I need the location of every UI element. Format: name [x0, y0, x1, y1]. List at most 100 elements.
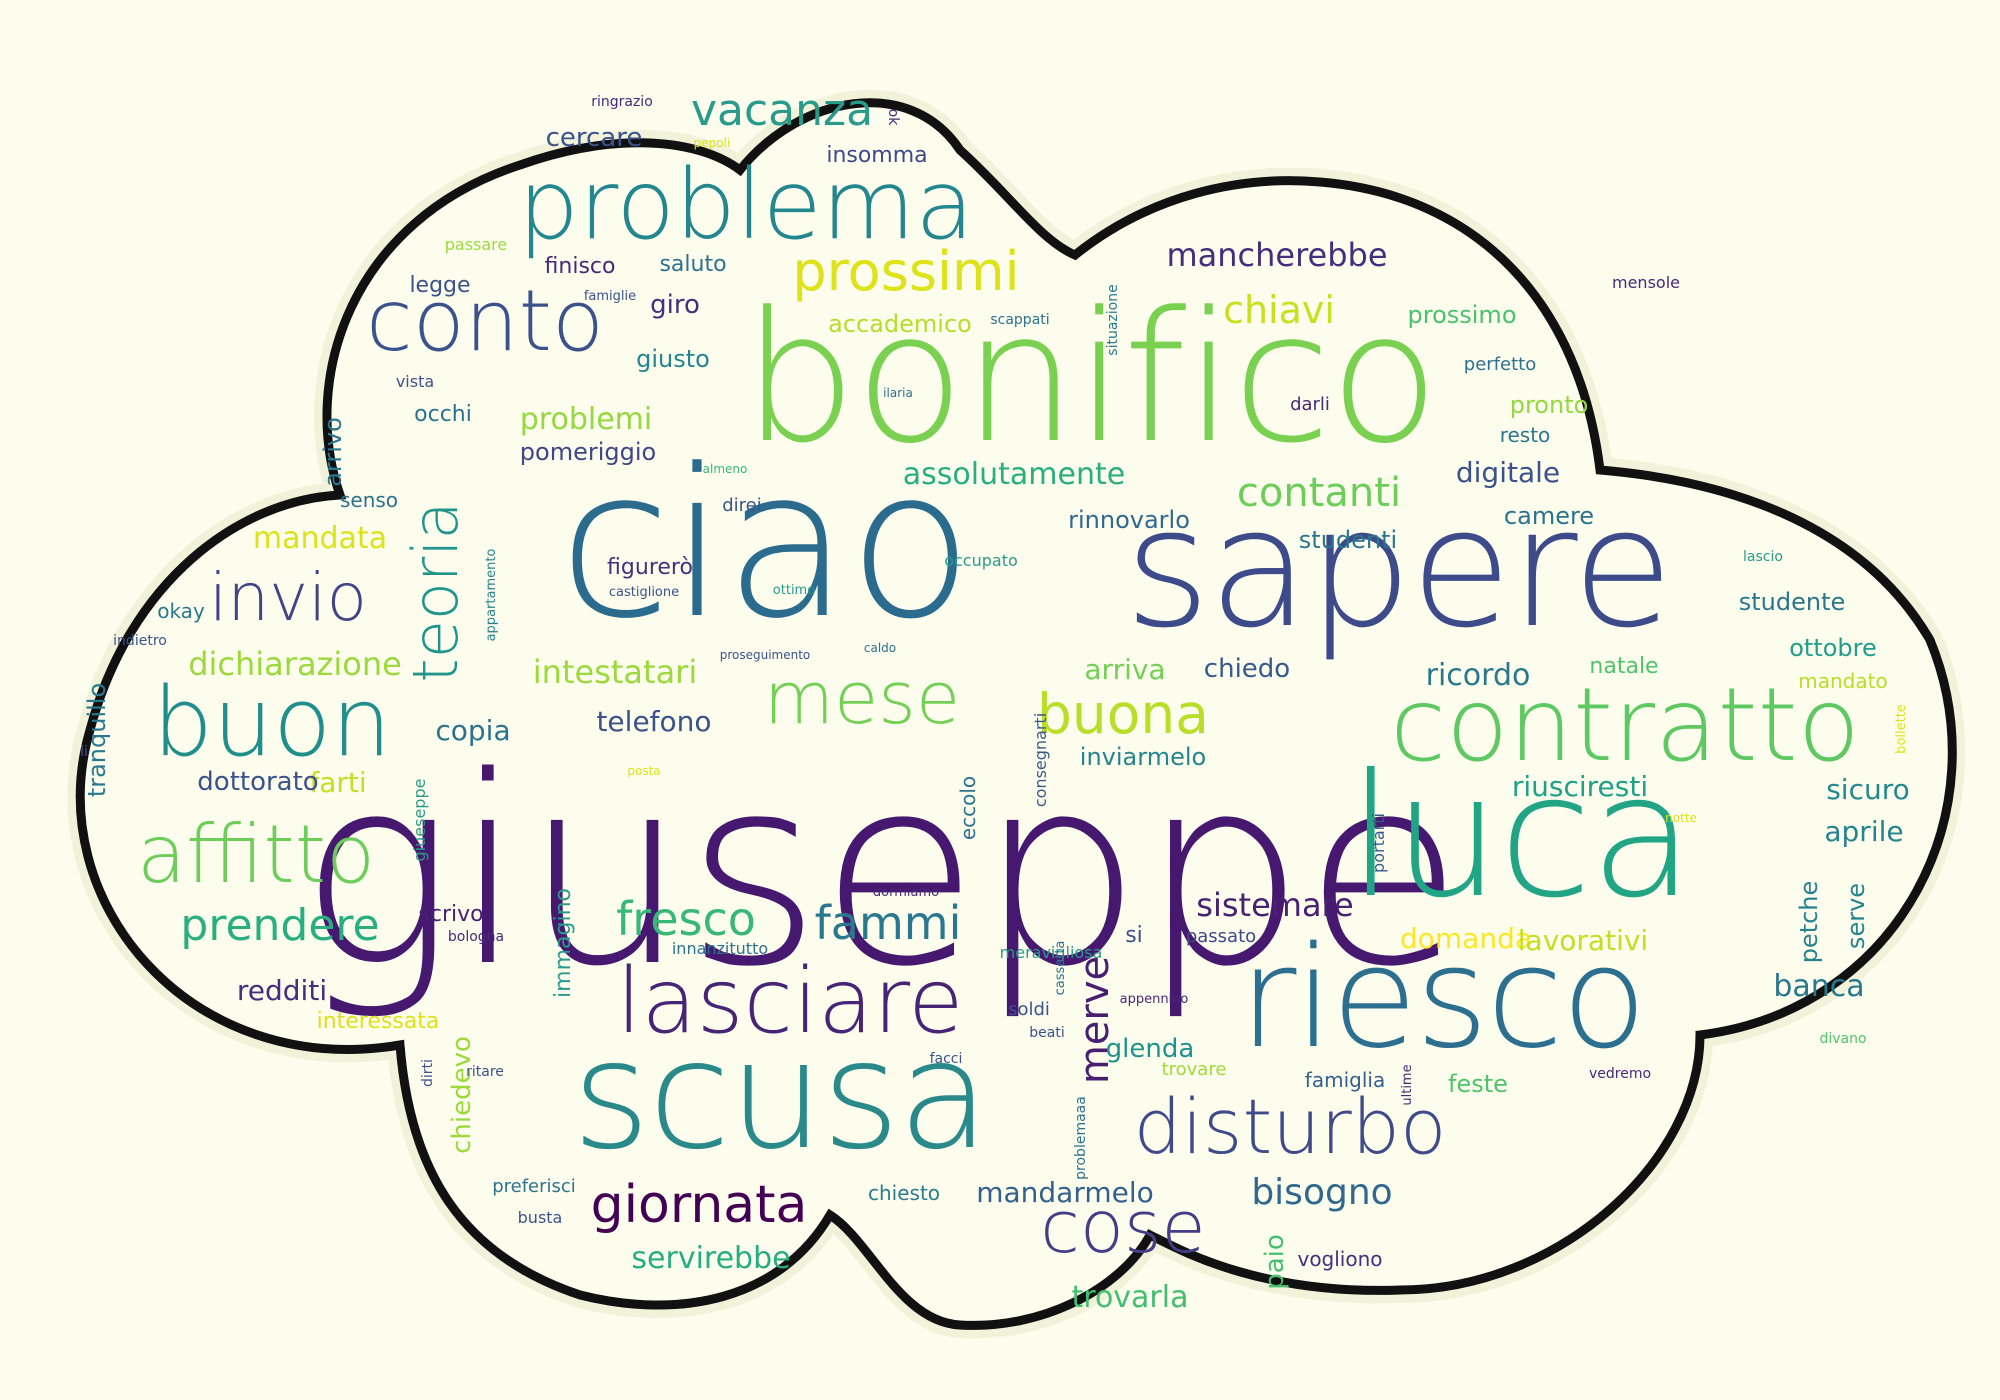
- word-glenda: glenda: [1106, 1034, 1195, 1064]
- word-chiavi: chiavi: [1223, 288, 1335, 332]
- word-legge: legge: [409, 273, 470, 298]
- word-eccolo: eccolo: [956, 776, 980, 840]
- word-ciao: ciao: [559, 426, 972, 664]
- word-dormiamo: dormiamo: [873, 885, 939, 900]
- word-appartamento: appartamento: [484, 549, 499, 642]
- word-paio: paio: [1260, 1234, 1290, 1290]
- word-teoria: teoria: [399, 501, 472, 682]
- word-merve: merve: [1072, 956, 1118, 1084]
- word-problema: problema: [518, 149, 974, 261]
- word-ricordo: ricordo: [1426, 658, 1531, 693]
- word-pronto: pronto: [1510, 391, 1589, 419]
- word-vista: vista: [396, 372, 434, 391]
- word-dichiarazione: dichiarazione: [188, 645, 402, 683]
- word-bologna: bologna: [448, 929, 504, 945]
- word-studenti: studenti: [1299, 526, 1397, 554]
- word-dirti: dirti: [420, 1059, 436, 1087]
- word-scusa: scusa: [572, 1009, 988, 1183]
- word-occupato: occupato: [944, 551, 1018, 570]
- word-natale: natale: [1589, 654, 1658, 679]
- word-famiglie: famiglie: [584, 289, 636, 304]
- word-si: si: [1125, 923, 1143, 948]
- word-contratto: contratto: [1390, 666, 1860, 785]
- word-problemaaa: problemaaa: [1073, 1096, 1089, 1180]
- word-studente: studente: [1739, 588, 1846, 616]
- word-ottimo: ottimo: [773, 583, 815, 598]
- word-mensole: mensole: [1612, 273, 1680, 292]
- word-li: li: [80, 744, 88, 760]
- word-meravigliosa: meravigliosa: [1000, 943, 1103, 962]
- word-giusto: giusto: [636, 345, 710, 373]
- word-banca: banca: [1773, 969, 1864, 1004]
- word-bonifico: bonifico: [743, 274, 1438, 483]
- word-famiglia: famiglia: [1305, 1068, 1385, 1092]
- word-okay: okay: [157, 599, 205, 623]
- word-sicuro: sicuro: [1826, 773, 1910, 806]
- word-servirebbe: servirebbe: [631, 1241, 790, 1276]
- word-preferisci: preferisci: [492, 1176, 576, 1197]
- word-accademico: accademico: [828, 310, 972, 338]
- word-mese: mese: [764, 656, 960, 740]
- word-rinnovarlo: rinnovarlo: [1068, 506, 1190, 534]
- word-figurero: figurerò: [607, 555, 693, 580]
- word-luca: luca: [1348, 738, 1693, 936]
- word-lascio: lascio: [1743, 549, 1783, 565]
- word-invio: invio: [209, 559, 367, 636]
- word-conto: conto: [366, 272, 604, 371]
- word-cose: cose: [1040, 1185, 1205, 1269]
- word-giornata: giornata: [591, 1175, 808, 1235]
- word-ritare: ritare: [466, 1064, 504, 1080]
- word-mancherebbe: mancherebbe: [1166, 236, 1387, 274]
- word-aprile: aprile: [1824, 815, 1903, 848]
- word-soldi: soldi: [1008, 999, 1050, 1020]
- word-affitto: affitto: [137, 808, 375, 901]
- word-mandato: mandato: [1798, 669, 1887, 693]
- word-immagino: immagino: [551, 888, 576, 998]
- word-disturbo: disturbo: [1134, 1082, 1447, 1171]
- word-indietro: indietro: [113, 633, 167, 649]
- word-contanti: contanti: [1237, 470, 1401, 516]
- word-vedremo: vedremo: [1589, 1066, 1651, 1082]
- word-ultime: ultime: [1400, 1064, 1415, 1105]
- word-chiesto: chiesto: [868, 1181, 940, 1205]
- word-arriva: arriva: [1084, 653, 1165, 686]
- word-insomma: insomma: [826, 143, 927, 168]
- word-domanda: domanda: [1400, 922, 1532, 955]
- word-passare: passare: [445, 235, 508, 254]
- word-buon: buon: [153, 668, 392, 778]
- word-trovarla: trovarla: [1072, 1280, 1189, 1315]
- word-tranquillo: tranquillo: [83, 683, 111, 797]
- word-dottorato: dottorato: [197, 767, 318, 797]
- word-fresco: fresco: [616, 892, 756, 946]
- word-finisco: finisco: [545, 254, 616, 279]
- word-situazione: situazione: [1105, 284, 1121, 355]
- word-ok: ok: [885, 109, 901, 127]
- word-cassetta: cassetta: [1053, 941, 1068, 996]
- word-camere: camere: [1504, 502, 1594, 530]
- word-feste: feste: [1448, 1070, 1508, 1098]
- word-mandarmelo: mandarmelo: [976, 1176, 1154, 1209]
- word-lavorativi: lavorativi: [1518, 924, 1648, 957]
- word-resto: resto: [1500, 423, 1551, 447]
- word-pepoli: pepoli: [694, 136, 731, 150]
- word-serve: serve: [1842, 883, 1870, 949]
- word-assolutamente: assolutamente: [903, 457, 1125, 492]
- word-trovare: trovare: [1162, 1059, 1227, 1080]
- word-posta: posta: [627, 764, 660, 778]
- word-notte: notte: [1665, 811, 1697, 825]
- word-interessata: interessata: [317, 1009, 440, 1034]
- word-appennino: appennino: [1120, 992, 1189, 1007]
- word-vogliono: vogliono: [1297, 1247, 1382, 1271]
- word-proseguimento: proseguimento: [720, 648, 811, 662]
- word-cercare: cercare: [546, 123, 643, 153]
- word-telefono: telefono: [596, 705, 711, 738]
- word-riusciresti: riusciresti: [1512, 770, 1648, 803]
- word-copia: copia: [435, 714, 510, 747]
- word-petche: petche: [1795, 881, 1823, 964]
- word-bollette: bollette: [1894, 704, 1909, 754]
- word-vacanza: vacanza: [691, 85, 873, 136]
- word-busta: busta: [518, 1208, 563, 1227]
